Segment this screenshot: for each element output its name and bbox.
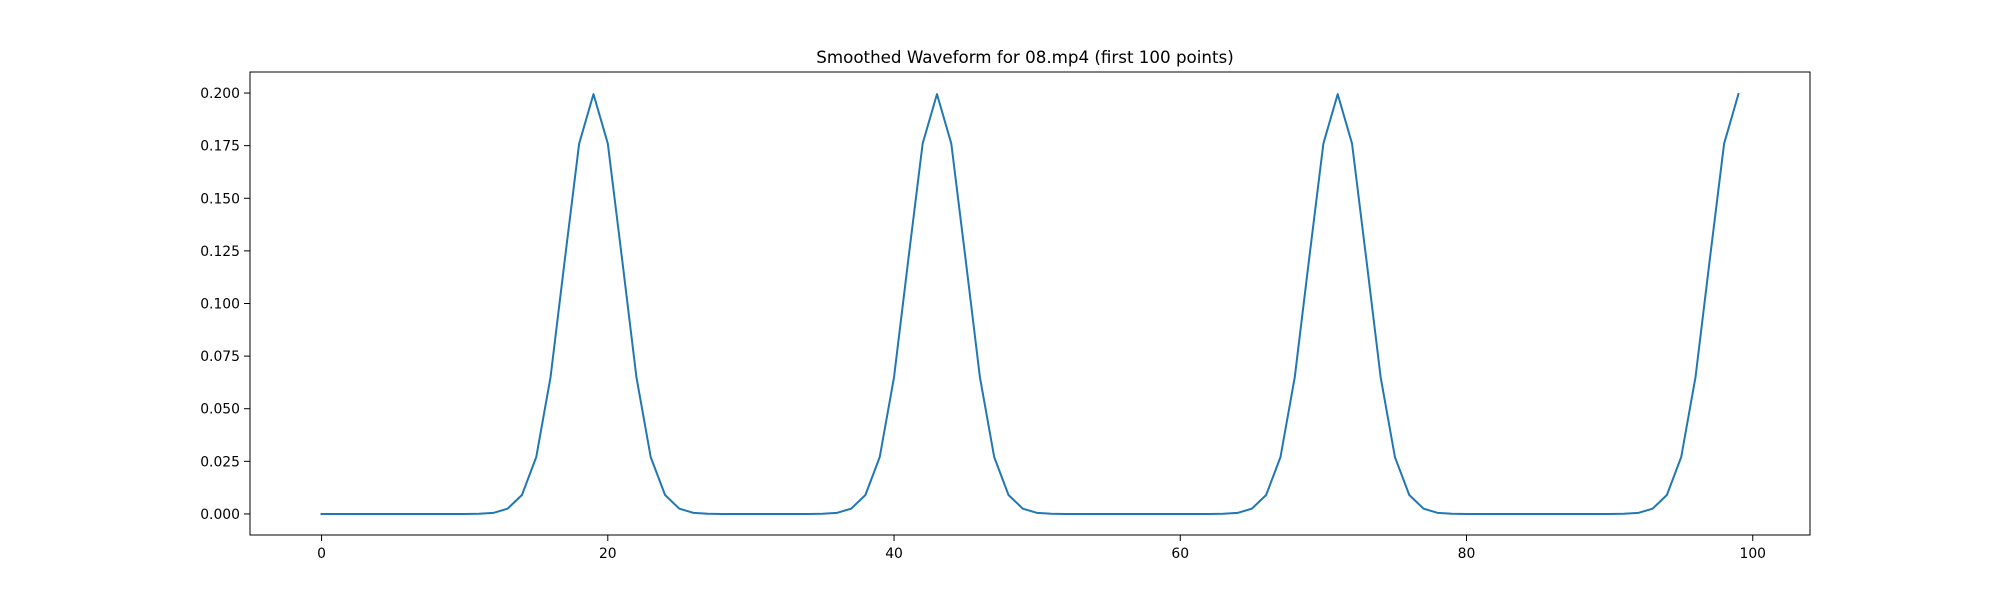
y-tick-label-8: 0.200 (200, 86, 240, 102)
y-tick-label-5: 0.125 (200, 244, 240, 260)
y-tick-label-7: 0.175 (200, 139, 240, 155)
x-tick-label-2: 40 (885, 546, 903, 562)
y-tick-label-4: 0.100 (200, 297, 240, 313)
chart-title: Smoothed Waveform for 08.mp4 (first 100 … (816, 47, 1233, 67)
y-tick-label-2: 0.050 (200, 402, 240, 418)
x-tick-label-5: 100 (1739, 546, 1766, 562)
y-tick-label-0: 0.000 (200, 507, 240, 523)
x-tick-label-0: 0 (317, 546, 326, 562)
plot-area: 0 20 40 60 80 100 0.000 0.025 0.050 0.075 0.100 0.1… (200, 71, 1811, 562)
y-tick-label-1: 0.025 (200, 454, 240, 470)
series-line-0 (320, 92, 1740, 515)
y-tick-label-6: 0.150 (200, 191, 240, 207)
x-tick-label-4: 80 (1458, 546, 1476, 562)
x-tick-label-1: 20 (599, 546, 617, 562)
y-tick-label-3: 0.075 (200, 349, 240, 365)
x-tick-label-3: 60 (1171, 546, 1189, 562)
